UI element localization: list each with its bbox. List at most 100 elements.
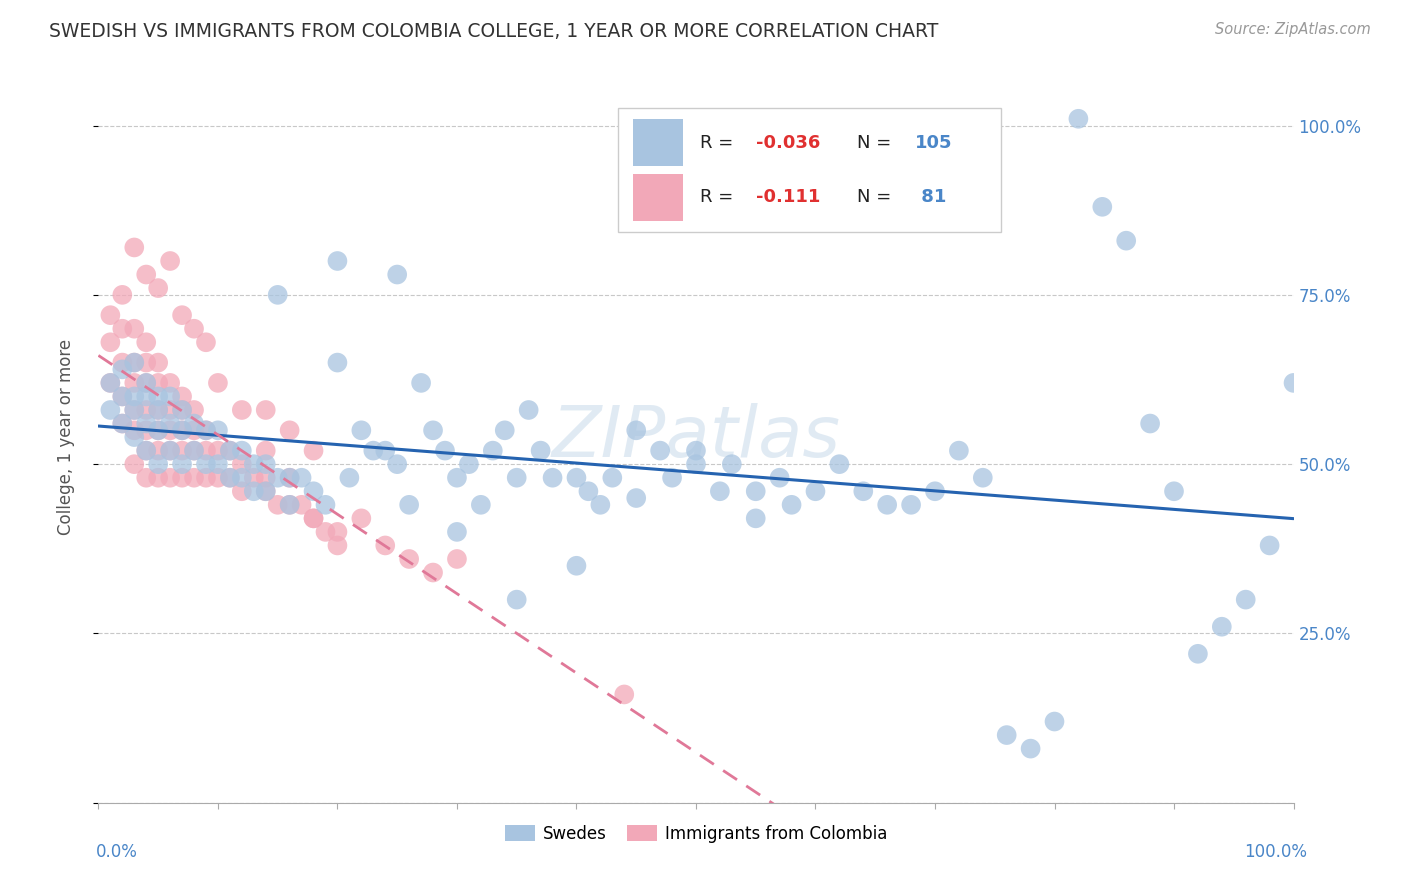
Point	[243, 457, 266, 471]
Point	[135, 355, 157, 369]
Point	[876, 498, 898, 512]
Point	[124, 355, 146, 369]
Point	[291, 498, 314, 512]
Point	[254, 471, 277, 485]
Point	[1211, 620, 1233, 634]
Point	[111, 355, 134, 369]
Text: R =: R =	[700, 188, 738, 206]
Point	[780, 498, 803, 512]
Point	[172, 308, 194, 322]
Point	[278, 471, 301, 485]
Point	[172, 403, 194, 417]
Point	[422, 566, 444, 580]
Point	[302, 484, 325, 499]
Point	[207, 471, 229, 485]
Point	[111, 389, 134, 403]
Point	[148, 376, 170, 390]
Point	[148, 471, 170, 485]
Point	[195, 457, 218, 471]
Point	[254, 484, 277, 499]
Point	[172, 423, 194, 437]
Point	[195, 423, 218, 437]
Point	[135, 403, 157, 417]
Point	[135, 423, 157, 437]
Point	[124, 403, 146, 417]
Point	[745, 484, 768, 499]
Point	[278, 498, 301, 512]
Point	[159, 254, 181, 268]
Point	[124, 389, 146, 403]
Point	[446, 552, 468, 566]
Point	[828, 457, 851, 471]
Point	[135, 389, 157, 403]
Point	[363, 443, 385, 458]
Point	[98, 308, 122, 322]
Point	[135, 417, 157, 431]
Point	[183, 443, 205, 458]
Point	[291, 471, 314, 485]
Point	[207, 457, 229, 471]
Point	[602, 471, 624, 485]
Point	[172, 471, 194, 485]
Point	[148, 457, 170, 471]
Text: 0.0%: 0.0%	[96, 843, 138, 861]
Point	[565, 558, 588, 573]
Point	[219, 443, 242, 458]
Point	[148, 423, 170, 437]
Point	[278, 471, 301, 485]
Point	[374, 443, 396, 458]
Point	[148, 389, 170, 403]
Point	[243, 484, 266, 499]
Point	[326, 538, 349, 552]
Point	[135, 268, 157, 282]
Point	[709, 484, 731, 499]
Point	[422, 423, 444, 437]
Point	[267, 498, 290, 512]
Point	[254, 457, 277, 471]
Point	[183, 322, 205, 336]
Text: N =: N =	[858, 134, 897, 152]
Point	[1043, 714, 1066, 729]
Point	[148, 403, 170, 417]
Point	[626, 423, 648, 437]
Point	[398, 498, 420, 512]
Point	[219, 471, 242, 485]
Point	[111, 322, 134, 336]
Point	[721, 457, 744, 471]
Point	[326, 355, 349, 369]
Point	[1115, 234, 1137, 248]
Point	[470, 498, 492, 512]
Point	[267, 288, 290, 302]
Point	[302, 511, 325, 525]
Point	[385, 268, 409, 282]
Point	[339, 471, 361, 485]
Point	[278, 423, 301, 437]
Point	[159, 443, 181, 458]
Legend: Swedes, Immigrants from Colombia: Swedes, Immigrants from Colombia	[498, 818, 894, 849]
Point	[135, 471, 157, 485]
Point	[124, 322, 146, 336]
Point	[183, 417, 205, 431]
Point	[183, 471, 205, 485]
Point	[219, 443, 242, 458]
Point	[135, 335, 157, 350]
Point	[613, 688, 636, 702]
Point	[172, 403, 194, 417]
Point	[195, 335, 218, 350]
Point	[541, 471, 564, 485]
Point	[494, 423, 516, 437]
FancyBboxPatch shape	[619, 108, 1001, 232]
Point	[111, 389, 134, 403]
Point	[1282, 376, 1305, 390]
Point	[219, 471, 242, 485]
Text: N =: N =	[858, 188, 897, 206]
Point	[124, 376, 146, 390]
Point	[506, 471, 529, 485]
Point	[111, 417, 134, 431]
Point	[148, 355, 170, 369]
Point	[517, 403, 540, 417]
Point	[948, 443, 970, 458]
Point	[685, 443, 707, 458]
Text: 81: 81	[915, 188, 946, 206]
Point	[111, 362, 134, 376]
